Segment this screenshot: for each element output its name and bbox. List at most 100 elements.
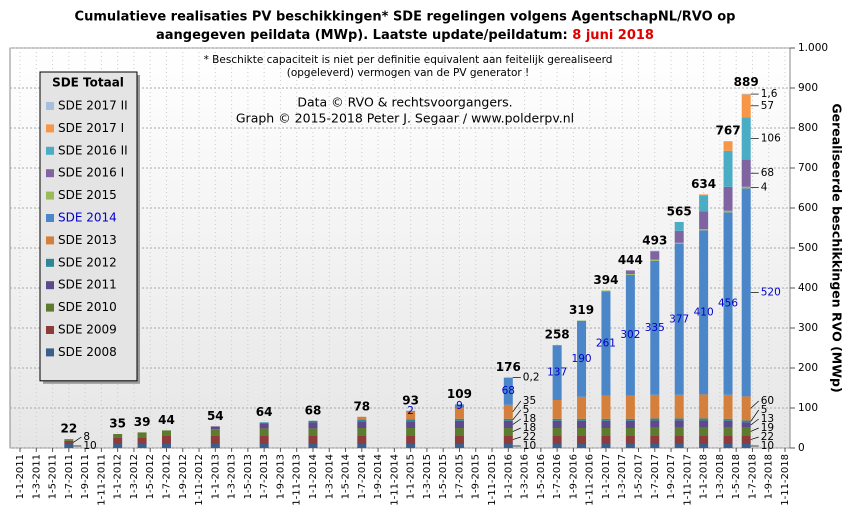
legend-label: SDE 2016 II <box>58 143 128 157</box>
value-label: 57 <box>761 100 774 112</box>
bar-segment <box>742 435 751 444</box>
bar-segment <box>724 444 733 448</box>
bar-segment <box>742 94 751 95</box>
legend-label: SDE 2015 <box>58 188 117 202</box>
x-tick-label: 1-5-2012 <box>145 454 156 499</box>
bar-segment <box>357 417 366 420</box>
x-tick-label: 1-11-2013 <box>292 454 303 506</box>
x-tick-label: 1-1-2017 <box>601 454 612 499</box>
x-tick-label: 1-5-2013 <box>243 454 254 499</box>
bar-segment <box>577 444 586 448</box>
x-tick-label: 1-1-2016 <box>503 454 514 499</box>
value-label: 190 <box>572 353 592 365</box>
y-tick-label: 500 <box>798 242 818 254</box>
bar-segment <box>577 421 586 428</box>
x-tick-label: 1-1-2018 <box>699 454 710 499</box>
bar-segment <box>650 420 659 427</box>
y-tick-label: 800 <box>798 122 818 134</box>
x-tick-label: 1-3-2014 <box>324 454 335 499</box>
bar-segment <box>553 421 562 428</box>
total-label: 889 <box>734 75 759 89</box>
x-tick-label: 1-1-2015 <box>406 454 417 499</box>
total-label: 565 <box>667 205 692 219</box>
x-tick-label: 1-9-2017 <box>666 454 677 499</box>
bar-segment <box>742 420 751 422</box>
bar-segment <box>724 421 733 428</box>
bar-segment <box>650 444 659 448</box>
x-tick-label: 1-1-2011 <box>15 454 26 499</box>
legend-swatch <box>46 304 54 312</box>
x-tick-label: 1-9-2016 <box>568 454 579 499</box>
legend-label: SDE 2012 <box>58 255 117 269</box>
value-label: 8 <box>83 431 90 443</box>
value-label: 261 <box>596 337 616 349</box>
x-tick-label: 1-11-2018 <box>780 454 791 506</box>
bar-segment <box>357 420 366 422</box>
x-tick-label: 1-9-2015 <box>471 454 482 499</box>
legend-label: SDE 2013 <box>58 233 117 247</box>
value-label: 68 <box>761 167 774 179</box>
bar-segment <box>626 270 635 274</box>
bar-segment <box>260 444 269 448</box>
x-tick-label: 1-11-2012 <box>194 454 205 506</box>
bar-segment <box>260 428 269 435</box>
value-label: 106 <box>761 132 781 144</box>
bar-segment <box>504 435 513 444</box>
x-tick-label: 1-3-2016 <box>520 454 531 499</box>
bar-segment <box>650 428 659 436</box>
total-label: 444 <box>618 253 643 267</box>
x-tick-label: 1-7-2014 <box>357 454 368 499</box>
value-label: 335 <box>645 322 665 334</box>
bar-segment <box>308 428 317 435</box>
value-label: 377 <box>669 313 689 325</box>
total-label: 767 <box>716 124 741 138</box>
bar-segment <box>260 423 269 428</box>
x-tick-label: 1-5-2011 <box>48 454 59 499</box>
bar-segment <box>699 394 708 418</box>
bar-segment <box>357 444 366 448</box>
x-tick-label: 1-11-2015 <box>487 454 498 506</box>
legend-swatch <box>46 124 54 132</box>
legend-swatch <box>46 214 54 222</box>
x-tick-label: 1-1-2012 <box>113 454 124 499</box>
bar-segment <box>626 419 635 421</box>
bar-segment <box>724 151 733 187</box>
bar-segment <box>406 419 415 421</box>
bar-segment <box>601 290 610 291</box>
bar-segment <box>650 251 659 252</box>
note: (opgeleverd) vermogen van de PV generato… <box>287 67 530 79</box>
bar-segment <box>626 421 635 428</box>
x-tick-label: 1-7-2015 <box>454 454 465 499</box>
bar-segment <box>553 444 562 448</box>
bar-segment <box>724 141 733 151</box>
title-date: 8 juni 2018 <box>572 28 654 43</box>
y-tick-label: 300 <box>798 322 818 334</box>
bar-segment <box>113 434 122 438</box>
bar-segment <box>504 444 513 448</box>
bar-segment <box>724 187 733 211</box>
bar-segment <box>357 422 366 428</box>
bar-segment <box>699 428 708 436</box>
x-tick-label: 1-5-2018 <box>731 454 742 499</box>
bar-segment <box>113 438 122 444</box>
bar-segment <box>675 418 684 420</box>
value-label: 68 <box>502 385 515 397</box>
bar-segment <box>357 435 366 444</box>
legend-swatch <box>46 236 54 244</box>
bar-segment <box>455 444 464 448</box>
bar-segment <box>553 419 562 421</box>
bar-segment <box>308 435 317 444</box>
bar-segment <box>626 444 635 448</box>
bar-segment <box>211 444 220 448</box>
bar-segment <box>675 243 684 244</box>
x-tick-label: 1-7-2013 <box>259 454 270 499</box>
total-label: 54 <box>207 409 224 423</box>
legend-label: SDE 2010 <box>58 300 117 314</box>
bar-segment <box>455 419 464 421</box>
bar-segment <box>650 260 659 261</box>
bar-segment <box>211 426 220 429</box>
bar-segment <box>650 418 659 420</box>
value-label: 9 <box>456 400 463 412</box>
x-tick-label: 1-11-2011 <box>96 454 107 506</box>
